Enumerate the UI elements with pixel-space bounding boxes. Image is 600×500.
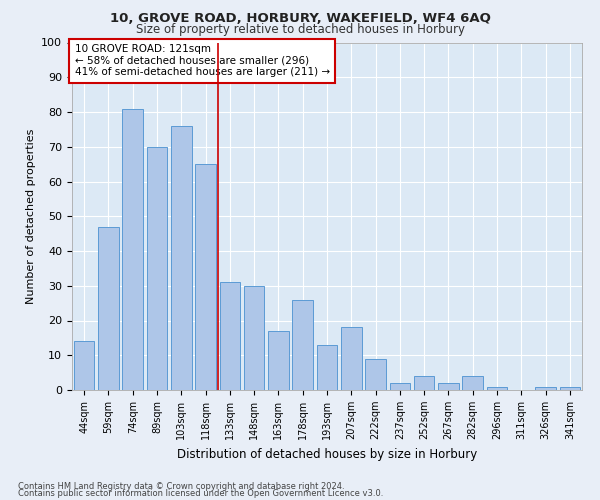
Bar [487,386,508,390]
Text: 10 GROVE ROAD: 121sqm
← 58% of detached houses are smaller (296)
41% of semi-det: 10 GROVE ROAD: 121sqm ← 58% of detached … [74,44,329,78]
Text: Contains public sector information licensed under the Open Government Licence v3: Contains public sector information licen… [18,489,383,498]
Bar [98,226,119,390]
Bar [560,386,580,390]
Bar [463,376,483,390]
Bar [195,164,216,390]
Text: Contains HM Land Registry data © Crown copyright and database right 2024.: Contains HM Land Registry data © Crown c… [18,482,344,491]
Y-axis label: Number of detached properties: Number of detached properties [26,128,36,304]
Bar [292,300,313,390]
Bar [74,342,94,390]
Bar [341,328,362,390]
Bar [438,383,459,390]
X-axis label: Distribution of detached houses by size in Horbury: Distribution of detached houses by size … [177,448,477,460]
Bar [220,282,240,390]
Bar [535,386,556,390]
Bar [171,126,191,390]
Bar [146,147,167,390]
Text: 10, GROVE ROAD, HORBURY, WAKEFIELD, WF4 6AQ: 10, GROVE ROAD, HORBURY, WAKEFIELD, WF4 … [110,12,490,26]
Text: Size of property relative to detached houses in Horbury: Size of property relative to detached ho… [136,22,464,36]
Bar [122,108,143,390]
Bar [365,358,386,390]
Bar [244,286,265,390]
Bar [414,376,434,390]
Bar [268,331,289,390]
Bar [389,383,410,390]
Bar [317,345,337,390]
